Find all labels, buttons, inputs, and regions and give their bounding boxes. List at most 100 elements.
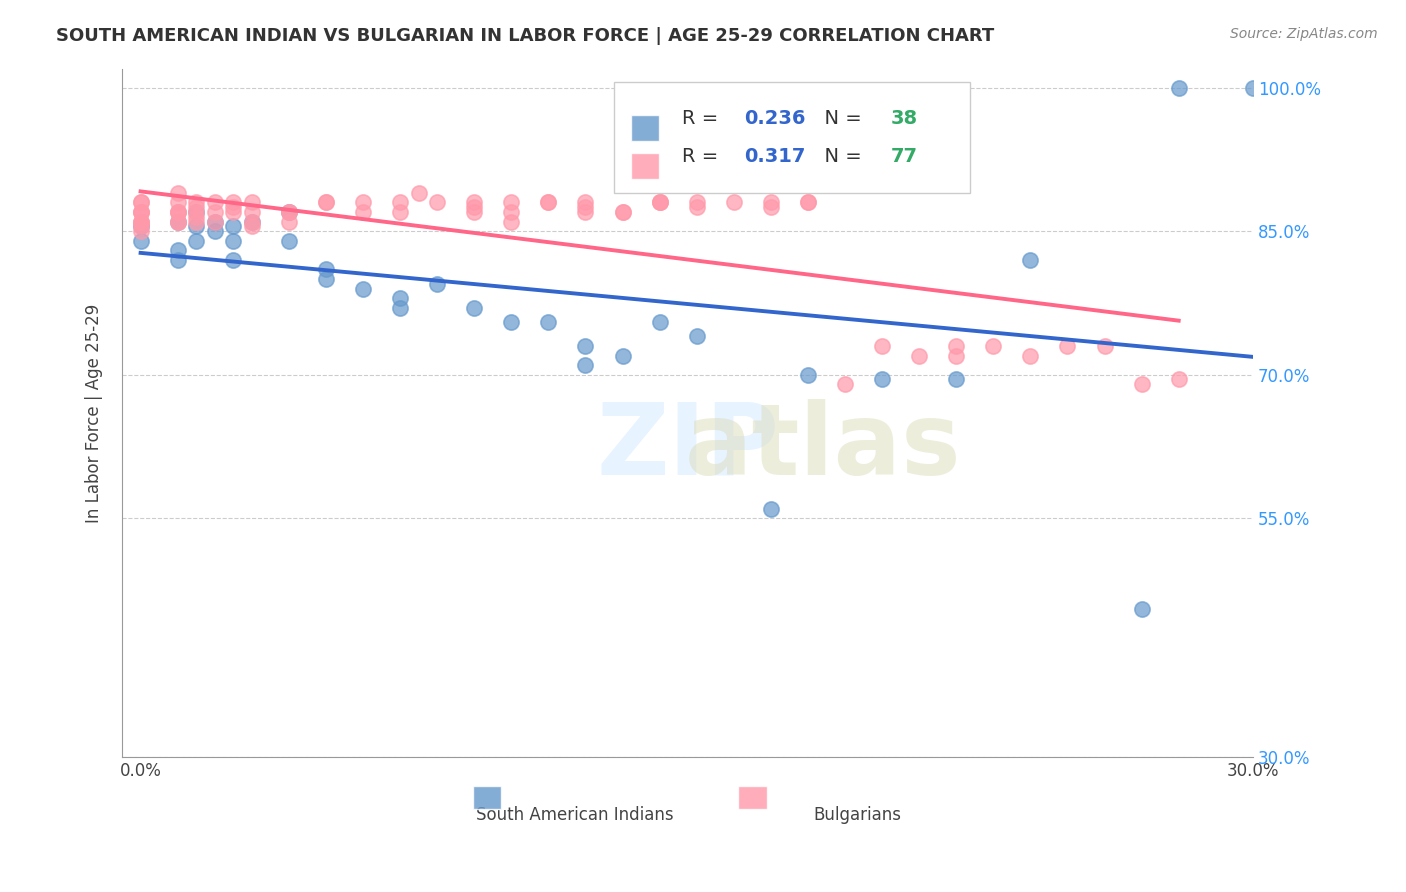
Bar bbox=[631, 115, 659, 141]
South American Indians bbox=[277, 234, 299, 248]
Bulgarians bbox=[315, 195, 337, 210]
Bulgarians bbox=[1094, 339, 1116, 353]
Bulgarians bbox=[240, 214, 263, 228]
South American Indians bbox=[186, 234, 208, 248]
Bulgarians bbox=[166, 195, 188, 210]
South American Indians bbox=[204, 214, 226, 228]
South American Indians bbox=[222, 219, 245, 234]
Bulgarians bbox=[129, 195, 152, 210]
Bulgarians bbox=[352, 205, 374, 219]
Text: atlas: atlas bbox=[685, 399, 962, 496]
Bulgarians bbox=[1019, 349, 1042, 363]
Bulgarians bbox=[501, 195, 523, 210]
Bulgarians bbox=[648, 195, 671, 210]
Bulgarians bbox=[166, 214, 188, 228]
Bulgarians bbox=[166, 214, 188, 228]
Bar bbox=[631, 153, 659, 178]
South American Indians bbox=[352, 282, 374, 296]
South American Indians bbox=[129, 234, 152, 248]
Text: 38: 38 bbox=[891, 109, 918, 128]
Bulgarians bbox=[648, 195, 671, 210]
Bulgarians bbox=[129, 205, 152, 219]
Bulgarians bbox=[129, 214, 152, 228]
Bulgarians bbox=[501, 205, 523, 219]
Bulgarians bbox=[1056, 339, 1078, 353]
South American Indians bbox=[166, 214, 188, 228]
Bulgarians bbox=[612, 205, 634, 219]
Bulgarians bbox=[186, 214, 208, 228]
Bulgarians bbox=[1130, 377, 1153, 392]
South American Indians bbox=[1130, 602, 1153, 616]
South American Indians bbox=[759, 501, 782, 516]
South American Indians bbox=[186, 205, 208, 219]
South American Indians bbox=[945, 372, 967, 386]
South American Indians bbox=[537, 315, 560, 329]
Bulgarians bbox=[277, 205, 299, 219]
Bulgarians bbox=[129, 205, 152, 219]
Bulgarians bbox=[612, 205, 634, 219]
Bulgarians bbox=[186, 200, 208, 214]
South American Indians bbox=[222, 252, 245, 267]
South American Indians bbox=[797, 368, 820, 382]
South American Indians bbox=[612, 349, 634, 363]
South American Indians bbox=[129, 219, 152, 234]
South American Indians bbox=[426, 277, 449, 291]
Bulgarians bbox=[240, 219, 263, 234]
Bulgarians bbox=[204, 214, 226, 228]
Bulgarians bbox=[186, 210, 208, 224]
Bulgarians bbox=[426, 195, 449, 210]
Bulgarians bbox=[759, 200, 782, 214]
Text: South American Indians: South American Indians bbox=[475, 805, 673, 823]
Bulgarians bbox=[908, 349, 931, 363]
Bulgarians bbox=[277, 205, 299, 219]
Bulgarians bbox=[537, 195, 560, 210]
Bulgarians bbox=[686, 200, 709, 214]
Bulgarians bbox=[463, 200, 485, 214]
South American Indians bbox=[186, 219, 208, 234]
Text: 0.236: 0.236 bbox=[744, 109, 806, 128]
Text: SOUTH AMERICAN INDIAN VS BULGARIAN IN LABOR FORCE | AGE 25-29 CORRELATION CHART: SOUTH AMERICAN INDIAN VS BULGARIAN IN LA… bbox=[56, 27, 994, 45]
Bulgarians bbox=[389, 205, 412, 219]
Bulgarians bbox=[945, 349, 967, 363]
Bulgarians bbox=[389, 195, 412, 210]
South American Indians bbox=[222, 234, 245, 248]
South American Indians bbox=[389, 291, 412, 305]
South American Indians bbox=[240, 214, 263, 228]
South American Indians bbox=[166, 244, 188, 258]
Bar bbox=[472, 787, 501, 809]
Bar bbox=[738, 787, 766, 809]
Bulgarians bbox=[352, 195, 374, 210]
Bulgarians bbox=[129, 205, 152, 219]
Bulgarians bbox=[981, 339, 1004, 353]
South American Indians bbox=[315, 272, 337, 286]
South American Indians bbox=[574, 339, 596, 353]
Bulgarians bbox=[797, 195, 820, 210]
Bulgarians bbox=[186, 195, 208, 210]
Text: 77: 77 bbox=[891, 146, 918, 166]
Bulgarians bbox=[870, 339, 893, 353]
Text: Bulgarians: Bulgarians bbox=[813, 805, 901, 823]
Bulgarians bbox=[463, 195, 485, 210]
Bulgarians bbox=[408, 186, 430, 200]
South American Indians bbox=[1167, 80, 1189, 95]
Text: N =: N = bbox=[811, 109, 868, 128]
South American Indians bbox=[389, 301, 412, 315]
Text: ZIP: ZIP bbox=[596, 399, 779, 496]
South American Indians bbox=[501, 315, 523, 329]
Text: R =: R = bbox=[682, 109, 724, 128]
Bulgarians bbox=[574, 205, 596, 219]
Text: N =: N = bbox=[811, 146, 868, 166]
Bulgarians bbox=[204, 205, 226, 219]
Bulgarians bbox=[759, 195, 782, 210]
Bulgarians bbox=[834, 377, 856, 392]
South American Indians bbox=[686, 329, 709, 343]
Bulgarians bbox=[222, 200, 245, 214]
Bulgarians bbox=[1167, 372, 1189, 386]
South American Indians bbox=[463, 301, 485, 315]
South American Indians bbox=[1241, 80, 1264, 95]
South American Indians bbox=[870, 372, 893, 386]
Bulgarians bbox=[277, 214, 299, 228]
Bar bbox=[614, 82, 970, 193]
Bulgarians bbox=[945, 339, 967, 353]
South American Indians bbox=[648, 315, 671, 329]
